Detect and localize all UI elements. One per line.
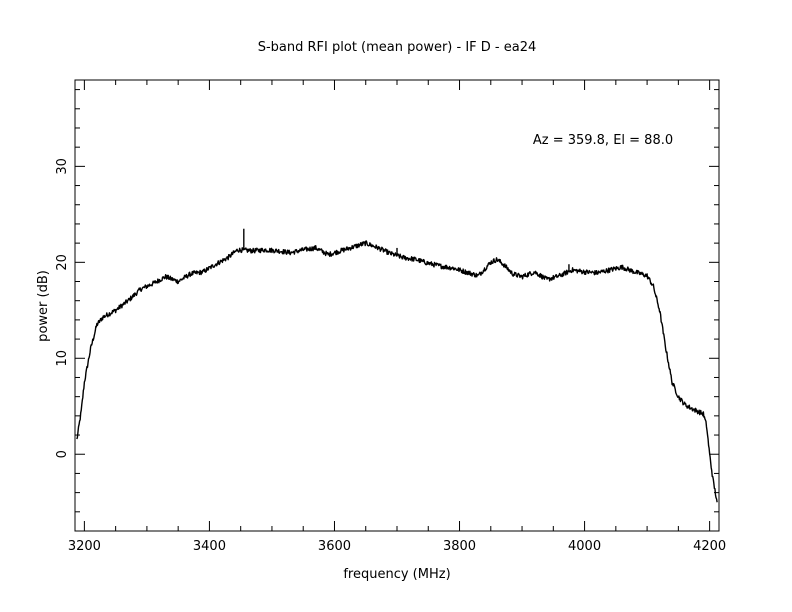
- chart-title: S-band RFI plot (mean power) - IF D - ea…: [258, 40, 537, 55]
- x-tick-label: 4200: [693, 539, 726, 554]
- x-tick-label: 3600: [318, 539, 351, 554]
- tick-labels: 3200 3400 3600 3800 4000 4200 0 10 20 30: [55, 158, 726, 554]
- x-tick-label: 3400: [193, 539, 226, 554]
- series-line: [76, 240, 718, 503]
- y-tick-label: 10: [55, 350, 70, 367]
- x-axis-label: frequency (MHz): [343, 567, 450, 582]
- y-tick-label: 30: [55, 158, 70, 175]
- series-group: [76, 228, 718, 503]
- x-tick-label: 4000: [568, 539, 601, 554]
- y-axis-label: power (dB): [36, 270, 51, 342]
- x-tick-label: 3200: [68, 539, 101, 554]
- chart-annotation: Az = 359.8, El = 88.0: [533, 133, 673, 148]
- y-tick-label: 0: [55, 450, 70, 458]
- y-tick-label: 20: [55, 254, 70, 271]
- x-tick-label: 3800: [443, 539, 476, 554]
- axis-ticks: [75, 80, 719, 532]
